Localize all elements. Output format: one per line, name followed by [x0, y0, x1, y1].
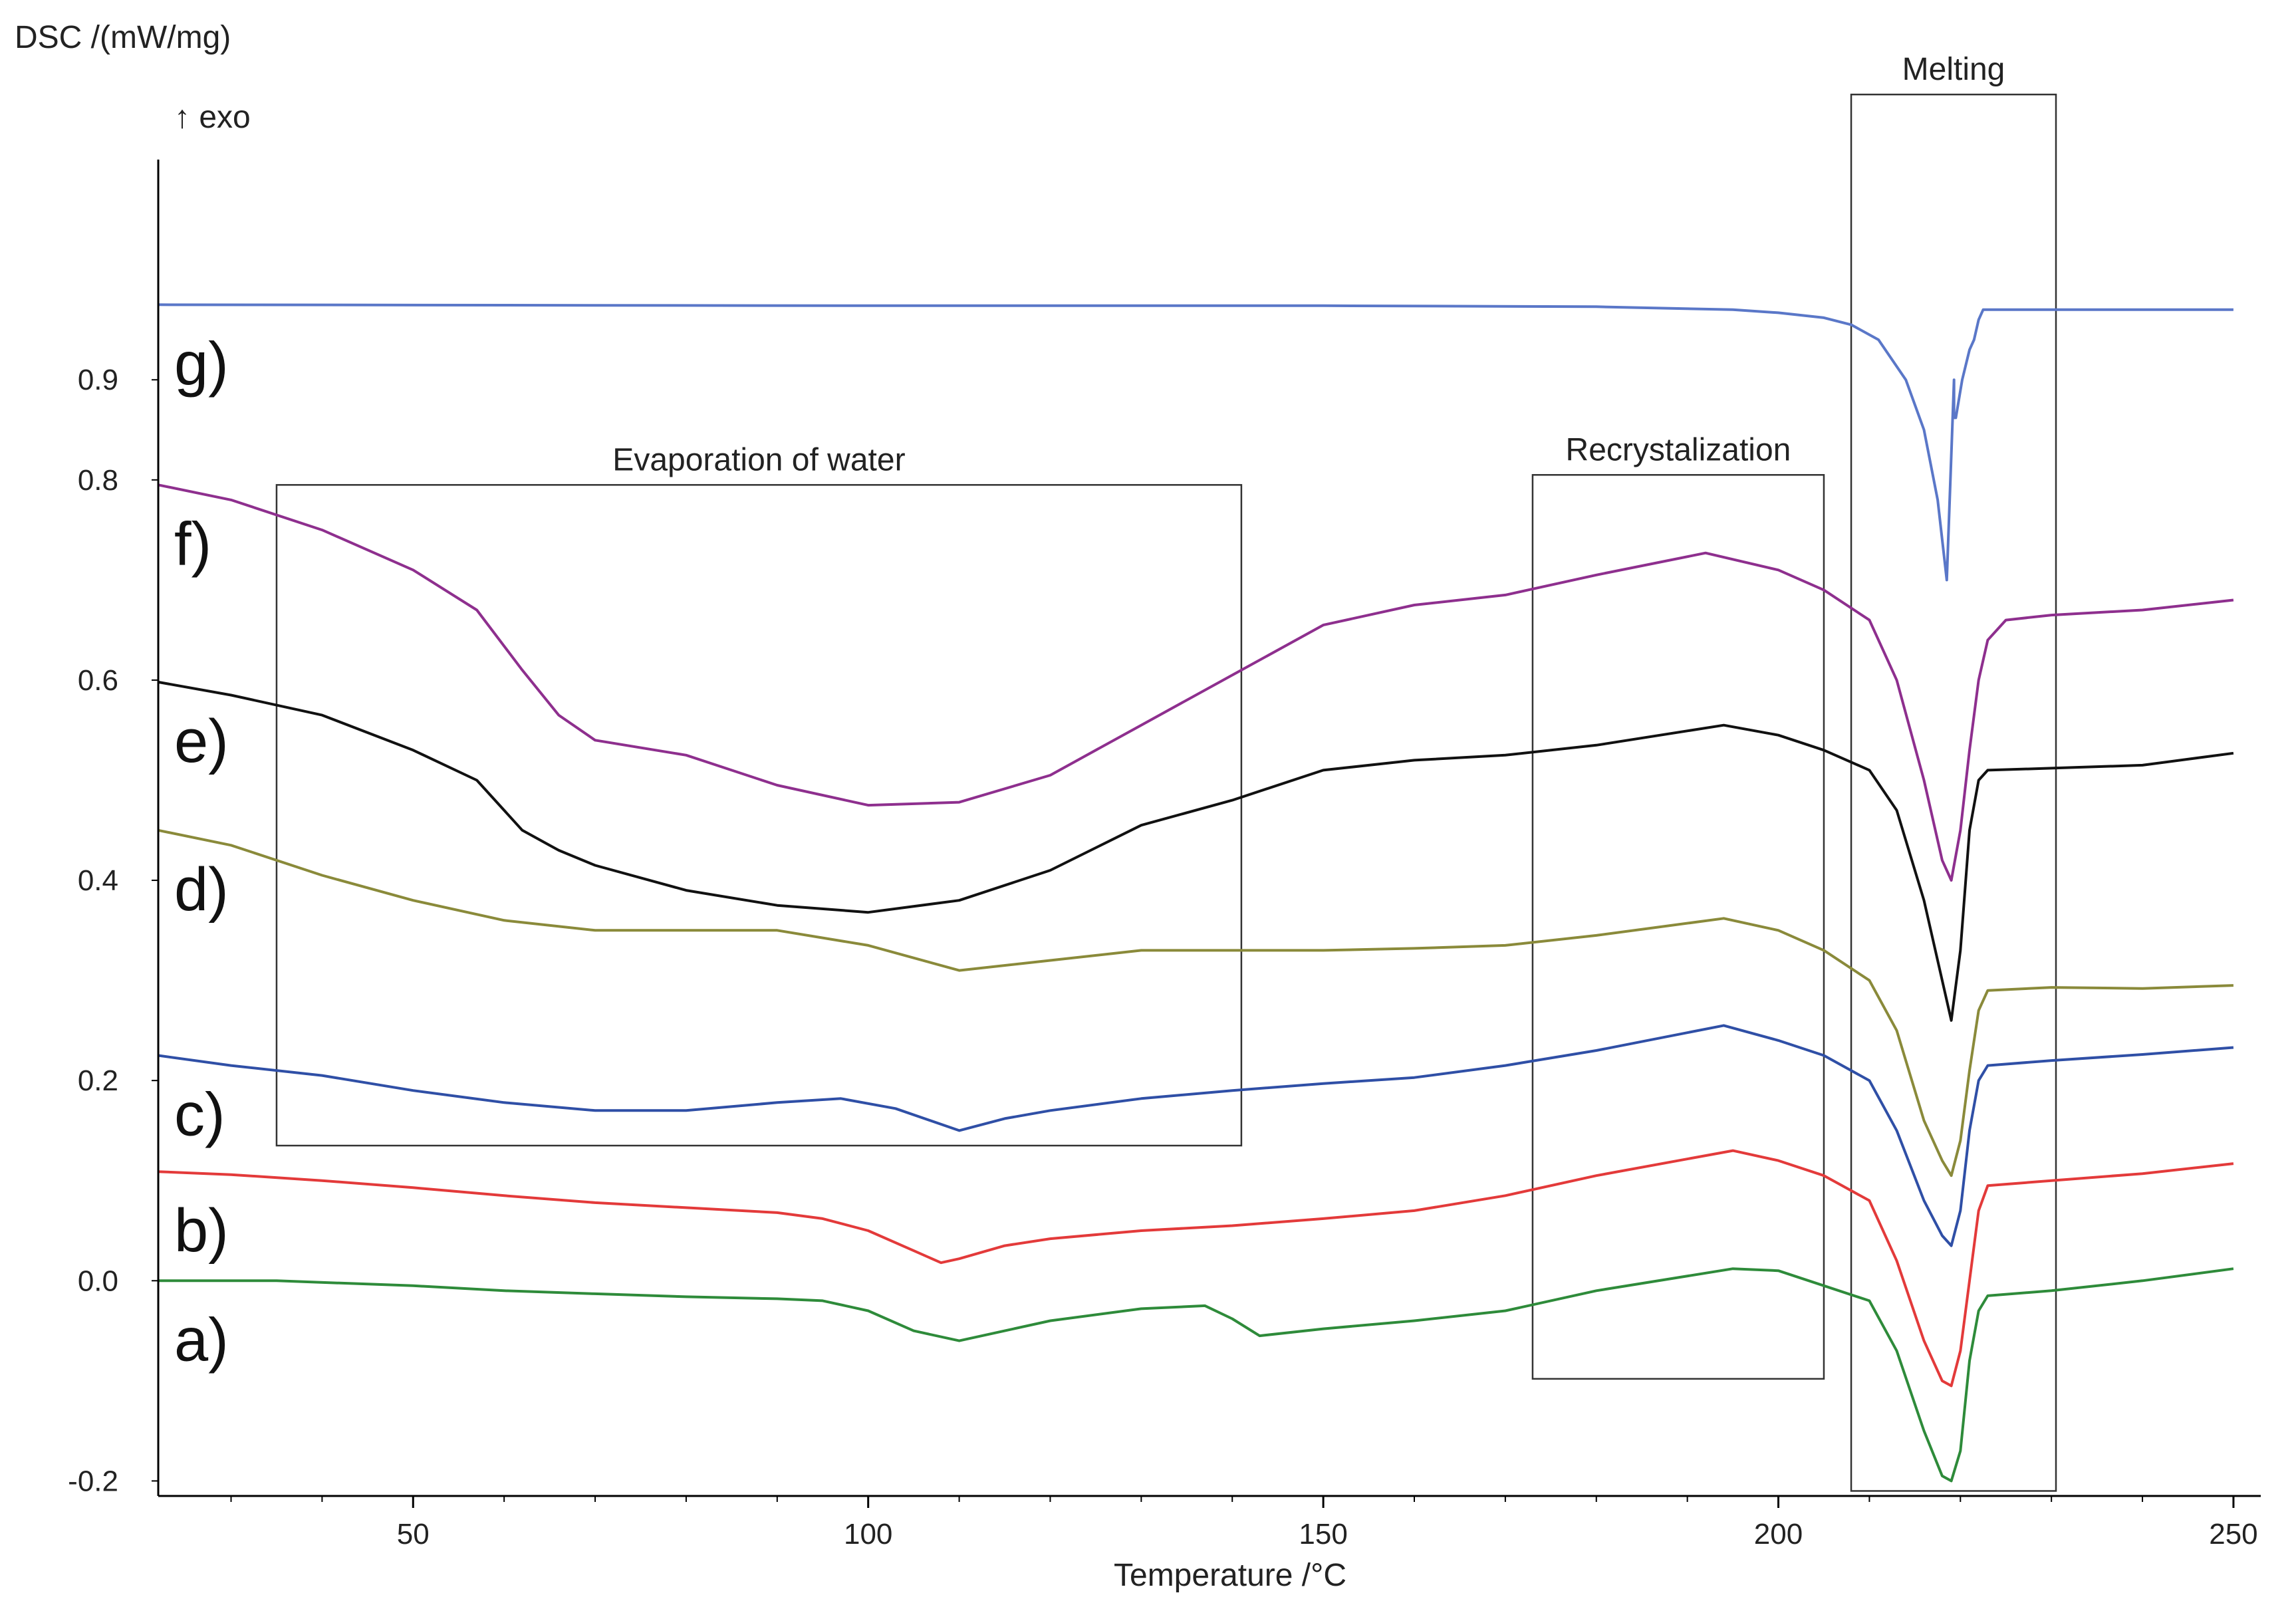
series-line [158, 1267, 2234, 1483]
series-line [158, 303, 2233, 582]
series-line [158, 828, 2233, 1177]
x-tick-label: 250 [2209, 1518, 2257, 1550]
curve-label: a) [174, 1306, 229, 1374]
series-line [158, 680, 2234, 1022]
exo-indicator: ↑ exo [174, 100, 251, 135]
y-tick-label: 0.2 [78, 1064, 118, 1097]
y-tick-label: 0.6 [78, 664, 118, 697]
curve-labels-layer: g) f) e) d) c) b) a) [174, 330, 229, 1374]
x-tick-label: 100 [844, 1518, 892, 1550]
x-tick-label: 200 [1754, 1518, 1803, 1550]
region-label: Melting [1902, 52, 2005, 87]
region-label: Recrystalization [1566, 432, 1791, 467]
series-line [158, 1149, 2234, 1388]
region-label: Evaporation of water [612, 442, 905, 477]
series-layer [158, 303, 2234, 1483]
x-tick-label: 50 [397, 1518, 430, 1550]
y-tick-label: 0.8 [78, 464, 118, 497]
y-tick-label: 0.4 [78, 864, 118, 897]
curve-label: d) [174, 856, 229, 924]
y-tick-label: -0.2 [68, 1465, 118, 1497]
regions-layer: Evaporation of water Recrystalization Melt… [275, 52, 2057, 1492]
curve-label: b) [174, 1197, 229, 1265]
curve-label: g) [174, 330, 229, 398]
x-axis-title: Temperature /°C [1114, 1558, 1346, 1593]
curve-label: c) [174, 1081, 225, 1149]
axes-layer: 50 100 150 200 250 0.9 0.8 0.6 0.4 0.2 0.0 -0.2 [68, 160, 2261, 1550]
series-line [158, 1024, 2234, 1247]
curve-label: f) [174, 510, 211, 578]
curve-label: e) [174, 707, 229, 775]
region-box [275, 484, 1243, 1147]
series-line [158, 483, 2234, 882]
x-tick-label: 150 [1299, 1518, 1347, 1550]
y-tick-label: 0.0 [78, 1265, 118, 1297]
region-box [1531, 474, 1825, 1380]
y-tick-label: 0.9 [78, 364, 118, 396]
y-axis-title: DSC /(mW/mg) [15, 20, 231, 55]
region-box [1850, 93, 2057, 1492]
